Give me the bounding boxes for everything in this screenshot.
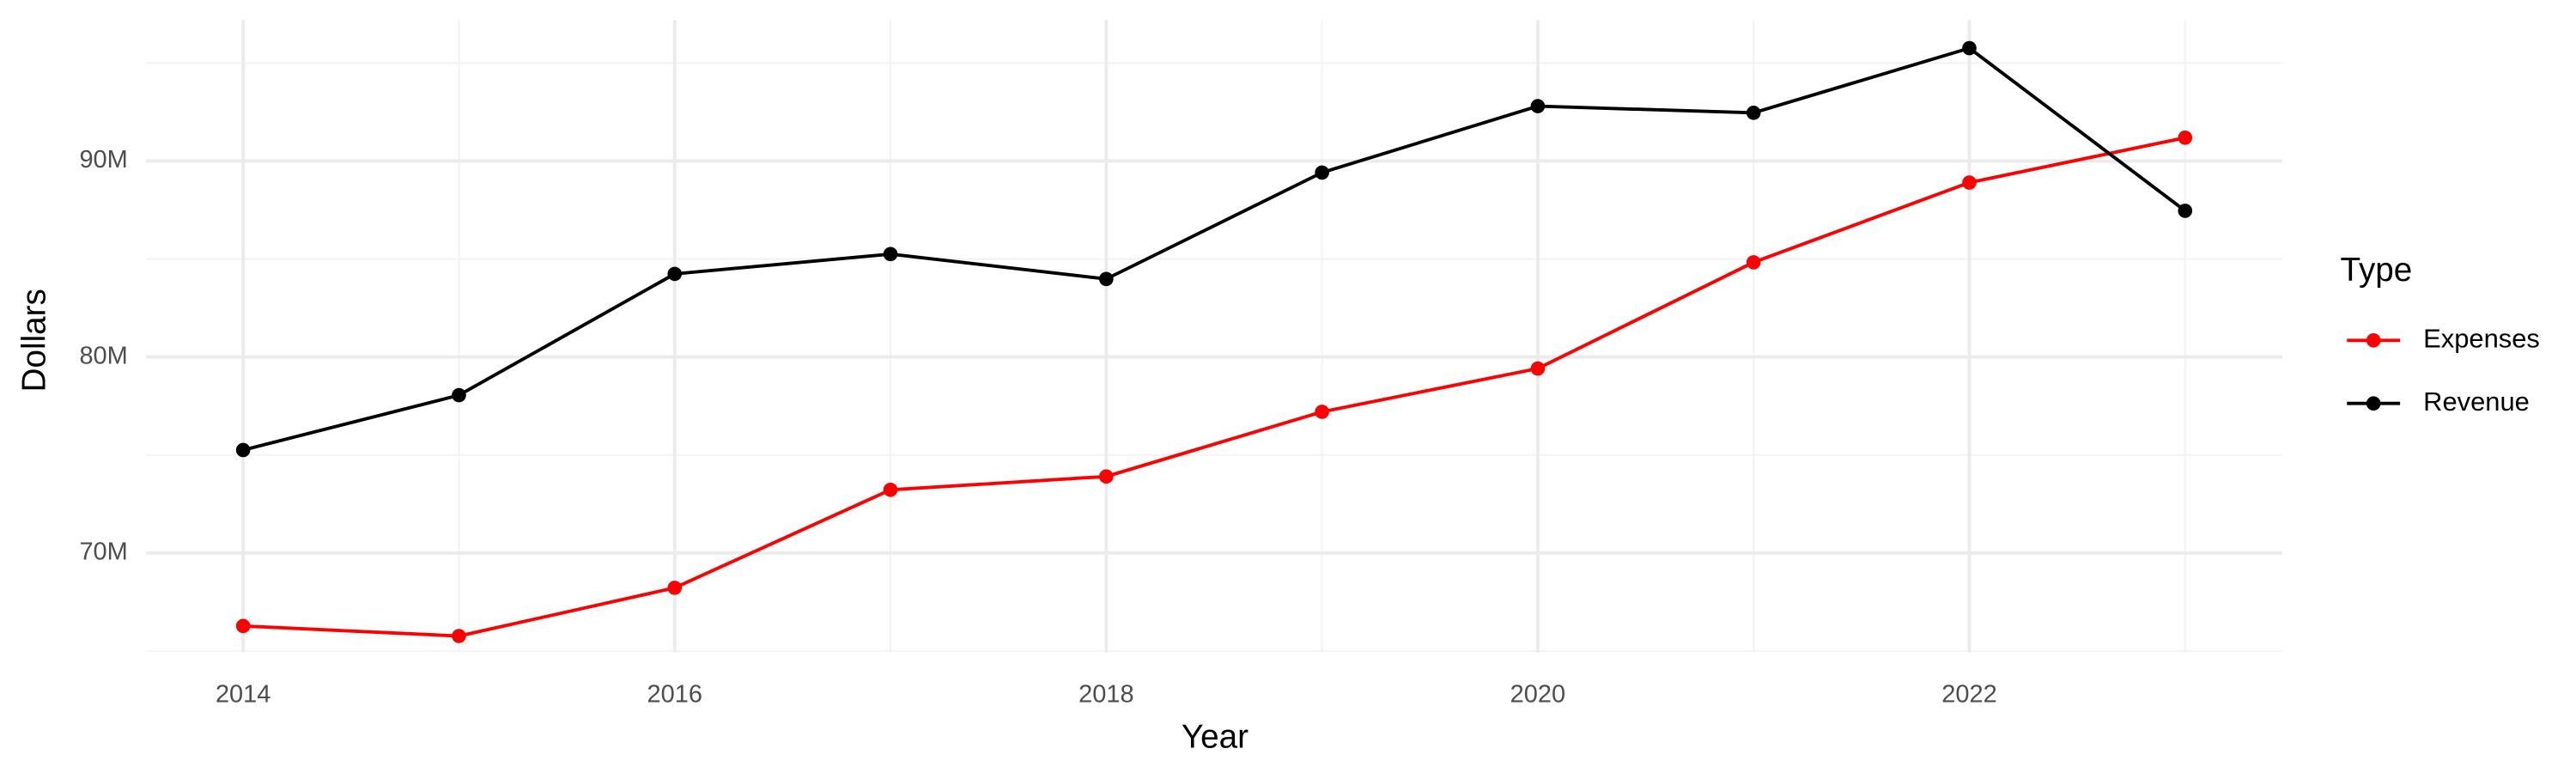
legend-key-point xyxy=(2366,332,2381,348)
series-line xyxy=(242,46,2186,452)
x-tick-label: 2022 xyxy=(1941,681,1996,709)
series-line xyxy=(243,136,2186,638)
data-point xyxy=(1962,175,1977,190)
data-point xyxy=(1530,99,1546,113)
data-point xyxy=(452,387,466,403)
data-point xyxy=(452,629,466,643)
legend-title: Type xyxy=(2341,252,2413,289)
y-tick-label: 80M xyxy=(79,342,127,369)
data-point xyxy=(2178,204,2193,218)
data-point xyxy=(1530,361,1546,376)
x-tick-label: 2020 xyxy=(1510,681,1565,709)
data-point xyxy=(1099,469,1114,484)
data-point xyxy=(1746,255,1761,270)
x-axis-title: Year xyxy=(1182,718,1249,755)
legend-label: Expenses xyxy=(2423,323,2540,353)
x-tick-label: 2014 xyxy=(216,681,270,709)
x-tick-label: 2018 xyxy=(1078,681,1133,709)
legend-label: Revenue xyxy=(2423,386,2530,417)
data-point xyxy=(883,247,898,262)
data-point xyxy=(1315,165,1329,180)
legend-key-point xyxy=(2366,396,2381,411)
data-point xyxy=(883,482,898,497)
data-point xyxy=(235,442,251,458)
data-point xyxy=(1746,106,1761,120)
y-tick-label: 70M xyxy=(79,538,127,565)
y-tick-label: 90M xyxy=(79,146,127,173)
data-point xyxy=(235,618,251,634)
data-point xyxy=(1315,405,1329,419)
data-point xyxy=(667,266,683,282)
y-axis-title: Dollars xyxy=(16,289,53,392)
data-point xyxy=(667,581,683,595)
data-point xyxy=(2178,131,2193,145)
x-tick-label: 2016 xyxy=(647,681,702,709)
data-point xyxy=(1099,271,1114,287)
data-point xyxy=(1962,40,1977,56)
